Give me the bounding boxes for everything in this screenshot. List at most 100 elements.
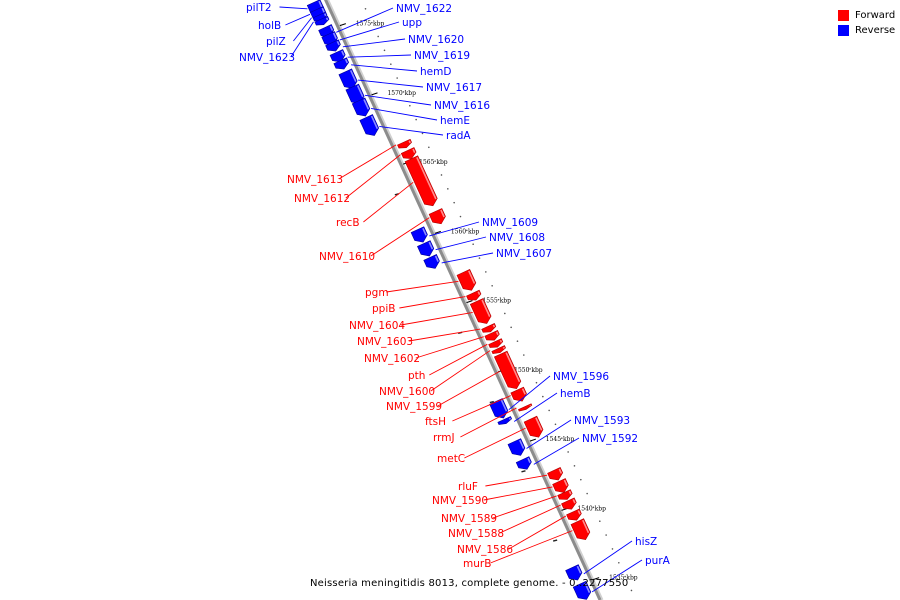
gene-nmv_1620[interactable]	[325, 39, 343, 54]
gene-label[interactable]: NMV_1613	[287, 174, 343, 186]
gene-nmv_1604[interactable]	[469, 298, 493, 326]
gene-rrmj[interactable]	[518, 403, 533, 413]
gene-arrow	[552, 478, 569, 493]
gene-pth[interactable]	[488, 338, 504, 350]
gene-label[interactable]: NMV_1622	[396, 3, 452, 15]
gene-label[interactable]: metC	[437, 453, 465, 465]
gene-label[interactable]: upp	[402, 17, 422, 29]
guide-dot	[573, 465, 576, 467]
gene-highlight	[477, 291, 481, 295]
leader-line	[499, 504, 561, 534]
gene-nmv_1600[interactable]	[491, 345, 507, 356]
gene-label[interactable]: purA	[645, 555, 671, 567]
gene-label[interactable]: hisZ	[635, 536, 657, 548]
gene-label[interactable]: NMV_1620	[408, 34, 464, 46]
gene-rluf[interactable]	[547, 467, 565, 483]
gene-murb[interactable]	[570, 518, 592, 543]
gene-nmv_1589[interactable]	[557, 489, 574, 503]
gene-nmv_1607[interactable]	[423, 254, 442, 271]
gene-label[interactable]: ppiB	[372, 303, 395, 315]
gene-highlight	[576, 565, 582, 574]
gene-label[interactable]: recB	[336, 217, 360, 229]
gene-label[interactable]: NMV_1593	[574, 415, 630, 427]
gene-nmv_1599[interactable]	[493, 350, 523, 391]
gene-label[interactable]: pth	[408, 370, 425, 382]
gene-label[interactable]: NMV_1608	[489, 232, 545, 244]
gene-highlight	[527, 457, 531, 463]
gene-metc[interactable]	[523, 415, 545, 440]
gene-label[interactable]: NMV_1596	[553, 371, 609, 383]
gene-nmv_1612[interactable]	[400, 147, 418, 162]
gene-heme[interactable]	[351, 97, 372, 119]
leader-line	[370, 108, 438, 121]
leader-line	[339, 21, 400, 41]
guide-dot	[383, 49, 386, 52]
gene-label[interactable]: pilZ	[266, 36, 286, 48]
gene-hisz[interactable]	[565, 564, 584, 583]
gene-label[interactable]: NMV_1590	[432, 495, 488, 507]
gene-label[interactable]: NMV_1602	[364, 353, 420, 365]
gene-label[interactable]: NMV_1588	[448, 528, 504, 540]
gene-nmv_1592[interactable]	[515, 456, 533, 473]
gene-nmv_1603[interactable]	[481, 323, 497, 334]
gene-label[interactable]: NMV_1607	[496, 248, 552, 260]
gene-recb[interactable]	[404, 155, 439, 209]
gene-nmv_1617[interactable]	[338, 68, 359, 91]
gene-label[interactable]: NMV_1604	[349, 320, 405, 332]
gene-label[interactable]: NMV_1600	[379, 386, 435, 398]
gene-label[interactable]: NMV_1609	[482, 217, 538, 229]
tick-label: 1535 kbp	[609, 575, 638, 582]
gene-nmv_1593[interactable]	[507, 438, 527, 459]
gene-label[interactable]: hemD	[420, 66, 451, 78]
gene-label[interactable]: rluF	[458, 481, 478, 493]
gene-arrow	[423, 254, 440, 269]
gene-nmv_1623[interactable]	[314, 15, 330, 27]
gene-hemd[interactable]	[333, 57, 351, 72]
gene-arrow	[466, 289, 482, 301]
guide-dot	[605, 534, 607, 536]
gene-nmv_1610[interactable]	[428, 208, 447, 226]
gene-label[interactable]: rrmJ	[433, 432, 455, 444]
gene-pgm[interactable]	[456, 269, 478, 293]
gene-arrow	[481, 323, 497, 333]
gene-hemb[interactable]	[497, 416, 513, 426]
gene-label[interactable]: NMV_1592	[582, 433, 638, 445]
gene-rada[interactable]	[359, 114, 381, 139]
gene-label[interactable]: pgm	[365, 287, 389, 299]
gene-ftsh[interactable]	[510, 386, 529, 404]
gene-pura[interactable]	[572, 580, 593, 600]
gene-nmv_1616[interactable]	[345, 83, 366, 106]
gene-label[interactable]: holB	[258, 20, 281, 32]
gene-nmv_1613[interactable]	[397, 138, 412, 150]
gene-nmv_1590[interactable]	[552, 478, 571, 496]
gene-highlight	[336, 40, 340, 46]
gene-label[interactable]: hemB	[560, 388, 591, 400]
gene-label[interactable]: NMV_1610	[319, 251, 375, 263]
gene-label[interactable]: NMV_1589	[441, 513, 497, 525]
gene-label[interactable]: NMV_1623	[239, 52, 295, 64]
gene-nmv_1619[interactable]	[329, 49, 347, 65]
guide-dot	[459, 215, 462, 218]
guide-dot	[542, 395, 544, 398]
gene-nmv_1586[interactable]	[566, 508, 584, 523]
gene-nmv_1588[interactable]	[561, 497, 578, 512]
leader-line	[415, 336, 484, 359]
gene-label[interactable]: NMV_1616	[434, 100, 490, 112]
gene-label[interactable]: murB	[463, 558, 491, 570]
gene-label[interactable]: ftsH	[425, 416, 446, 428]
gene-label[interactable]: NMV_1619	[414, 50, 470, 62]
gene-label[interactable]: NMV_1586	[457, 544, 513, 556]
gene-nmv_1608[interactable]	[417, 240, 435, 259]
gene-highlight	[412, 148, 416, 154]
gene-label[interactable]: NMV_1599	[386, 401, 442, 413]
gene-label[interactable]: hemE	[440, 115, 470, 127]
gene-nmv_1602[interactable]	[484, 329, 501, 343]
gene-nmv_1609[interactable]	[410, 226, 429, 245]
gene-label[interactable]: radA	[446, 130, 471, 142]
gene-label[interactable]: NMV_1617	[426, 82, 482, 94]
gene-label[interactable]: NMV_1612	[294, 193, 350, 205]
gene-label[interactable]: pilT2	[246, 2, 272, 14]
gene-highlight	[558, 468, 563, 474]
gene-label[interactable]: NMV_1603	[357, 336, 413, 348]
gene-ppib[interactable]	[466, 289, 482, 303]
